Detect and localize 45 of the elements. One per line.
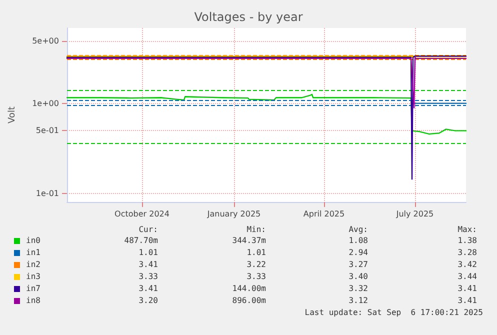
text: 344.37m (232, 236, 266, 246)
text: 3.33 (246, 272, 266, 282)
text: Min: (246, 225, 266, 235)
text: 3.22 (246, 260, 266, 270)
text: 3.41 (458, 284, 477, 294)
x-tick-label: April 2025 (303, 210, 345, 218)
text: 3.42 (458, 260, 477, 270)
text: 1.08 (348, 236, 368, 246)
text: 144.00m (232, 284, 266, 294)
legend-label: in8 (26, 296, 40, 306)
y-tick-label: 1e+00 (32, 99, 59, 108)
text: Last update: Sat Sep 6 17:00:21 2025 (304, 308, 483, 318)
x-tick-label: July 2025 (395, 210, 434, 218)
legend-label: in7 (26, 284, 40, 294)
text: Cur: (138, 225, 158, 235)
y-axis-title: Volt (8, 106, 18, 124)
text: 3.20 (138, 296, 158, 306)
x-tick-label: October 2024 (114, 210, 170, 218)
legend-label: in2 (26, 260, 40, 270)
text: 1.01 (138, 248, 158, 258)
x-tick-label: January 2025 (206, 210, 261, 218)
text: 3.41 (458, 296, 477, 306)
legend-label: in0 (26, 236, 40, 246)
text: 3.28 (458, 248, 477, 258)
text: Max: (458, 225, 477, 235)
legend-label: in3 (26, 272, 40, 282)
text: 1.01 (246, 248, 266, 258)
text: 3.12 (348, 296, 368, 306)
text: 3.33 (138, 272, 158, 282)
text: 3.32 (348, 284, 368, 294)
y-tick-label: 1e-01 (36, 188, 59, 198)
y-tick-label: 5e+00 (32, 36, 59, 46)
text: 487.70m (124, 236, 158, 246)
chart-title: Voltages - by year (194, 10, 303, 24)
text: 3.27 (348, 260, 368, 270)
text: 896.00m (232, 296, 266, 306)
text: 3.41 (138, 260, 158, 270)
text: 3.41 (138, 284, 158, 294)
text: 1.38 (458, 236, 477, 246)
text: 3.44 (458, 272, 477, 282)
text: Avg: (348, 225, 368, 235)
text: 3.40 (348, 272, 368, 282)
text: 2.94 (348, 248, 368, 258)
y-tick-label: 5e-01 (36, 126, 59, 136)
legend-label: in1 (26, 248, 40, 258)
